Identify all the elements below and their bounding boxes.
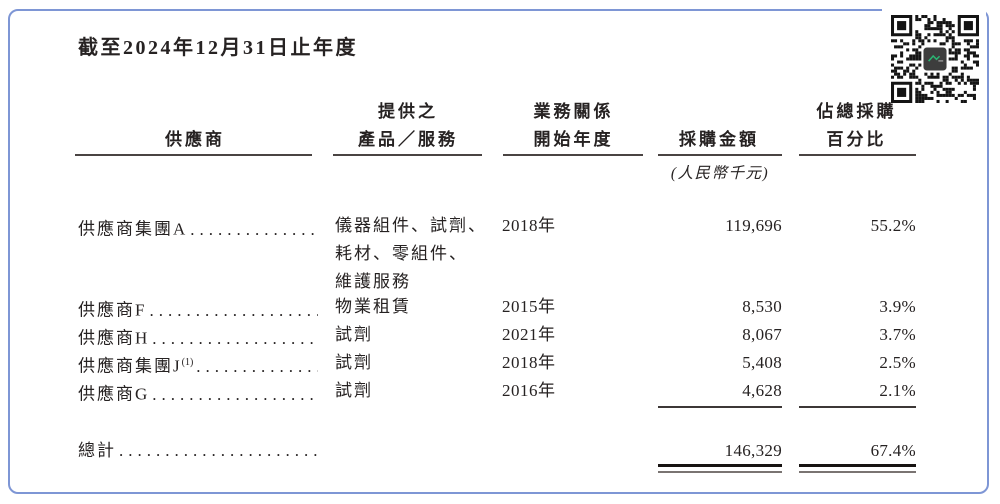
subtotal-rule-amount [658,406,782,408]
dot-leader: ........................................… [119,441,318,460]
amount-cell: 4,628 [742,381,782,400]
services-cell: 物業租賃 [335,297,411,316]
dot-leader: ........................................… [152,384,318,404]
amount-cell: 8,530 [742,297,782,316]
amount-cell: 119,696 [725,216,782,235]
header-supplier: 供應商 [75,126,315,154]
qr-center-logo [923,47,947,71]
header-rule-col4 [658,154,782,156]
supplier-name: 供應商H [78,328,150,348]
total-amount-cell: 146,329 [724,441,782,460]
qr-code-graphic [891,15,979,103]
total-label-cell: 總計 .....................................… [78,440,318,462]
currency-unit-note: (人民幣千元) [670,165,770,182]
qr-code [882,0,986,106]
total-rule-thin-percentage [799,471,916,473]
services-cell: 儀器組件、試劑、 耗材、零組件、 維護服務 [335,216,487,291]
amount-cell: 8,067 [742,325,782,344]
total-percentage-cell: 67.4% [870,441,916,460]
supplier-name: 供應商G [78,384,150,404]
header-purchase-amount: 採購金額 [679,130,759,149]
header-rule-col5 [799,154,916,156]
footnote-marker: (1) [181,357,194,368]
header-relationship-start-year: 業務關係 開始年度 [533,102,614,149]
services-cell: 試劑 [335,353,373,372]
supplier-name-cell: 供應商H ...................................… [78,324,318,350]
dot-leader: ........................................… [196,356,318,376]
supplier-name-cell: 供應商F ...................................… [78,296,318,322]
supplier-name: 供應商集團J [78,356,182,376]
percentage-cell: 2.1% [879,381,916,400]
total-rule-thick-percentage [799,464,916,468]
start-year-cell: 2021年 [502,325,556,344]
total-rule-thick-amount [658,464,782,468]
dot-leader: ........................................… [152,328,318,348]
services-cell: 試劑 [335,325,373,344]
total-rule-thin-amount [658,471,782,473]
start-year-cell: 2015年 [502,297,556,316]
start-year-cell: 2018年 [502,353,556,372]
supplier-name-cell: 供應商集團J(1) ..............................… [78,352,318,378]
supplier-name-cell: 供應商集團A .................................… [78,212,318,244]
header-products-services: 提供之 產品／服務 [358,102,458,149]
header-percentage-of-total: 佔總採購 百分比 [816,102,897,149]
dot-leader: ........................................… [149,300,318,320]
header-rule-col1 [75,154,312,156]
total-label: 總計 [78,441,116,460]
page-title: 截至2024年12月31日止年度 [78,37,358,59]
dot-leader: ........................................… [190,219,318,239]
header-rule-col3 [503,154,643,156]
header-rule-col2 [333,154,482,156]
amount-cell: 5,408 [742,353,782,372]
header-supplier-label: 供應商 [165,130,225,149]
percentage-cell: 2.5% [879,353,916,372]
supplier-name: 供應商集團A [78,219,188,239]
percentage-cell: 3.9% [879,297,916,316]
subtotal-rule-percentage [799,406,916,408]
page-border [8,9,989,494]
supplier-name-cell: 供應商G ...................................… [78,380,318,406]
supplier-name: 供應商F [78,300,147,320]
percentage-cell: 3.7% [879,325,916,344]
start-year-cell: 2016年 [502,381,556,400]
start-year-cell: 2018年 [502,216,556,235]
services-cell: 試劑 [335,381,373,400]
percentage-cell: 55.2% [870,216,916,235]
